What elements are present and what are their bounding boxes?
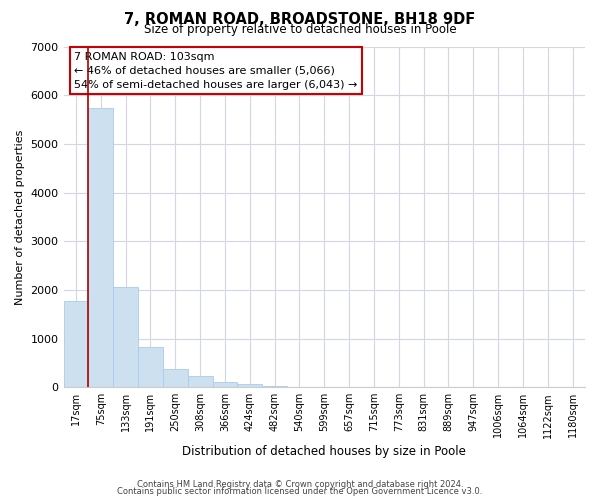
Text: 7, ROMAN ROAD, BROADSTONE, BH18 9DF: 7, ROMAN ROAD, BROADSTONE, BH18 9DF	[124, 12, 476, 28]
Text: Contains HM Land Registry data © Crown copyright and database right 2024.: Contains HM Land Registry data © Crown c…	[137, 480, 463, 489]
Bar	[138, 347, 163, 387]
X-axis label: Distribution of detached houses by size in Poole: Distribution of detached houses by size …	[182, 444, 466, 458]
Text: 7 ROMAN ROAD: 103sqm
← 46% of detached houses are smaller (5,066)
54% of semi-de: 7 ROMAN ROAD: 103sqm ← 46% of detached h…	[74, 52, 358, 90]
Bar	[64, 300, 88, 387]
Bar	[163, 369, 188, 387]
Bar	[262, 386, 287, 387]
Bar	[113, 287, 138, 387]
Y-axis label: Number of detached properties: Number of detached properties	[15, 129, 25, 304]
Bar	[212, 382, 238, 387]
Bar	[188, 376, 212, 387]
Bar	[238, 384, 262, 387]
Text: Size of property relative to detached houses in Poole: Size of property relative to detached ho…	[143, 22, 457, 36]
Bar	[88, 108, 113, 387]
Text: Contains public sector information licensed under the Open Government Licence v3: Contains public sector information licen…	[118, 487, 482, 496]
